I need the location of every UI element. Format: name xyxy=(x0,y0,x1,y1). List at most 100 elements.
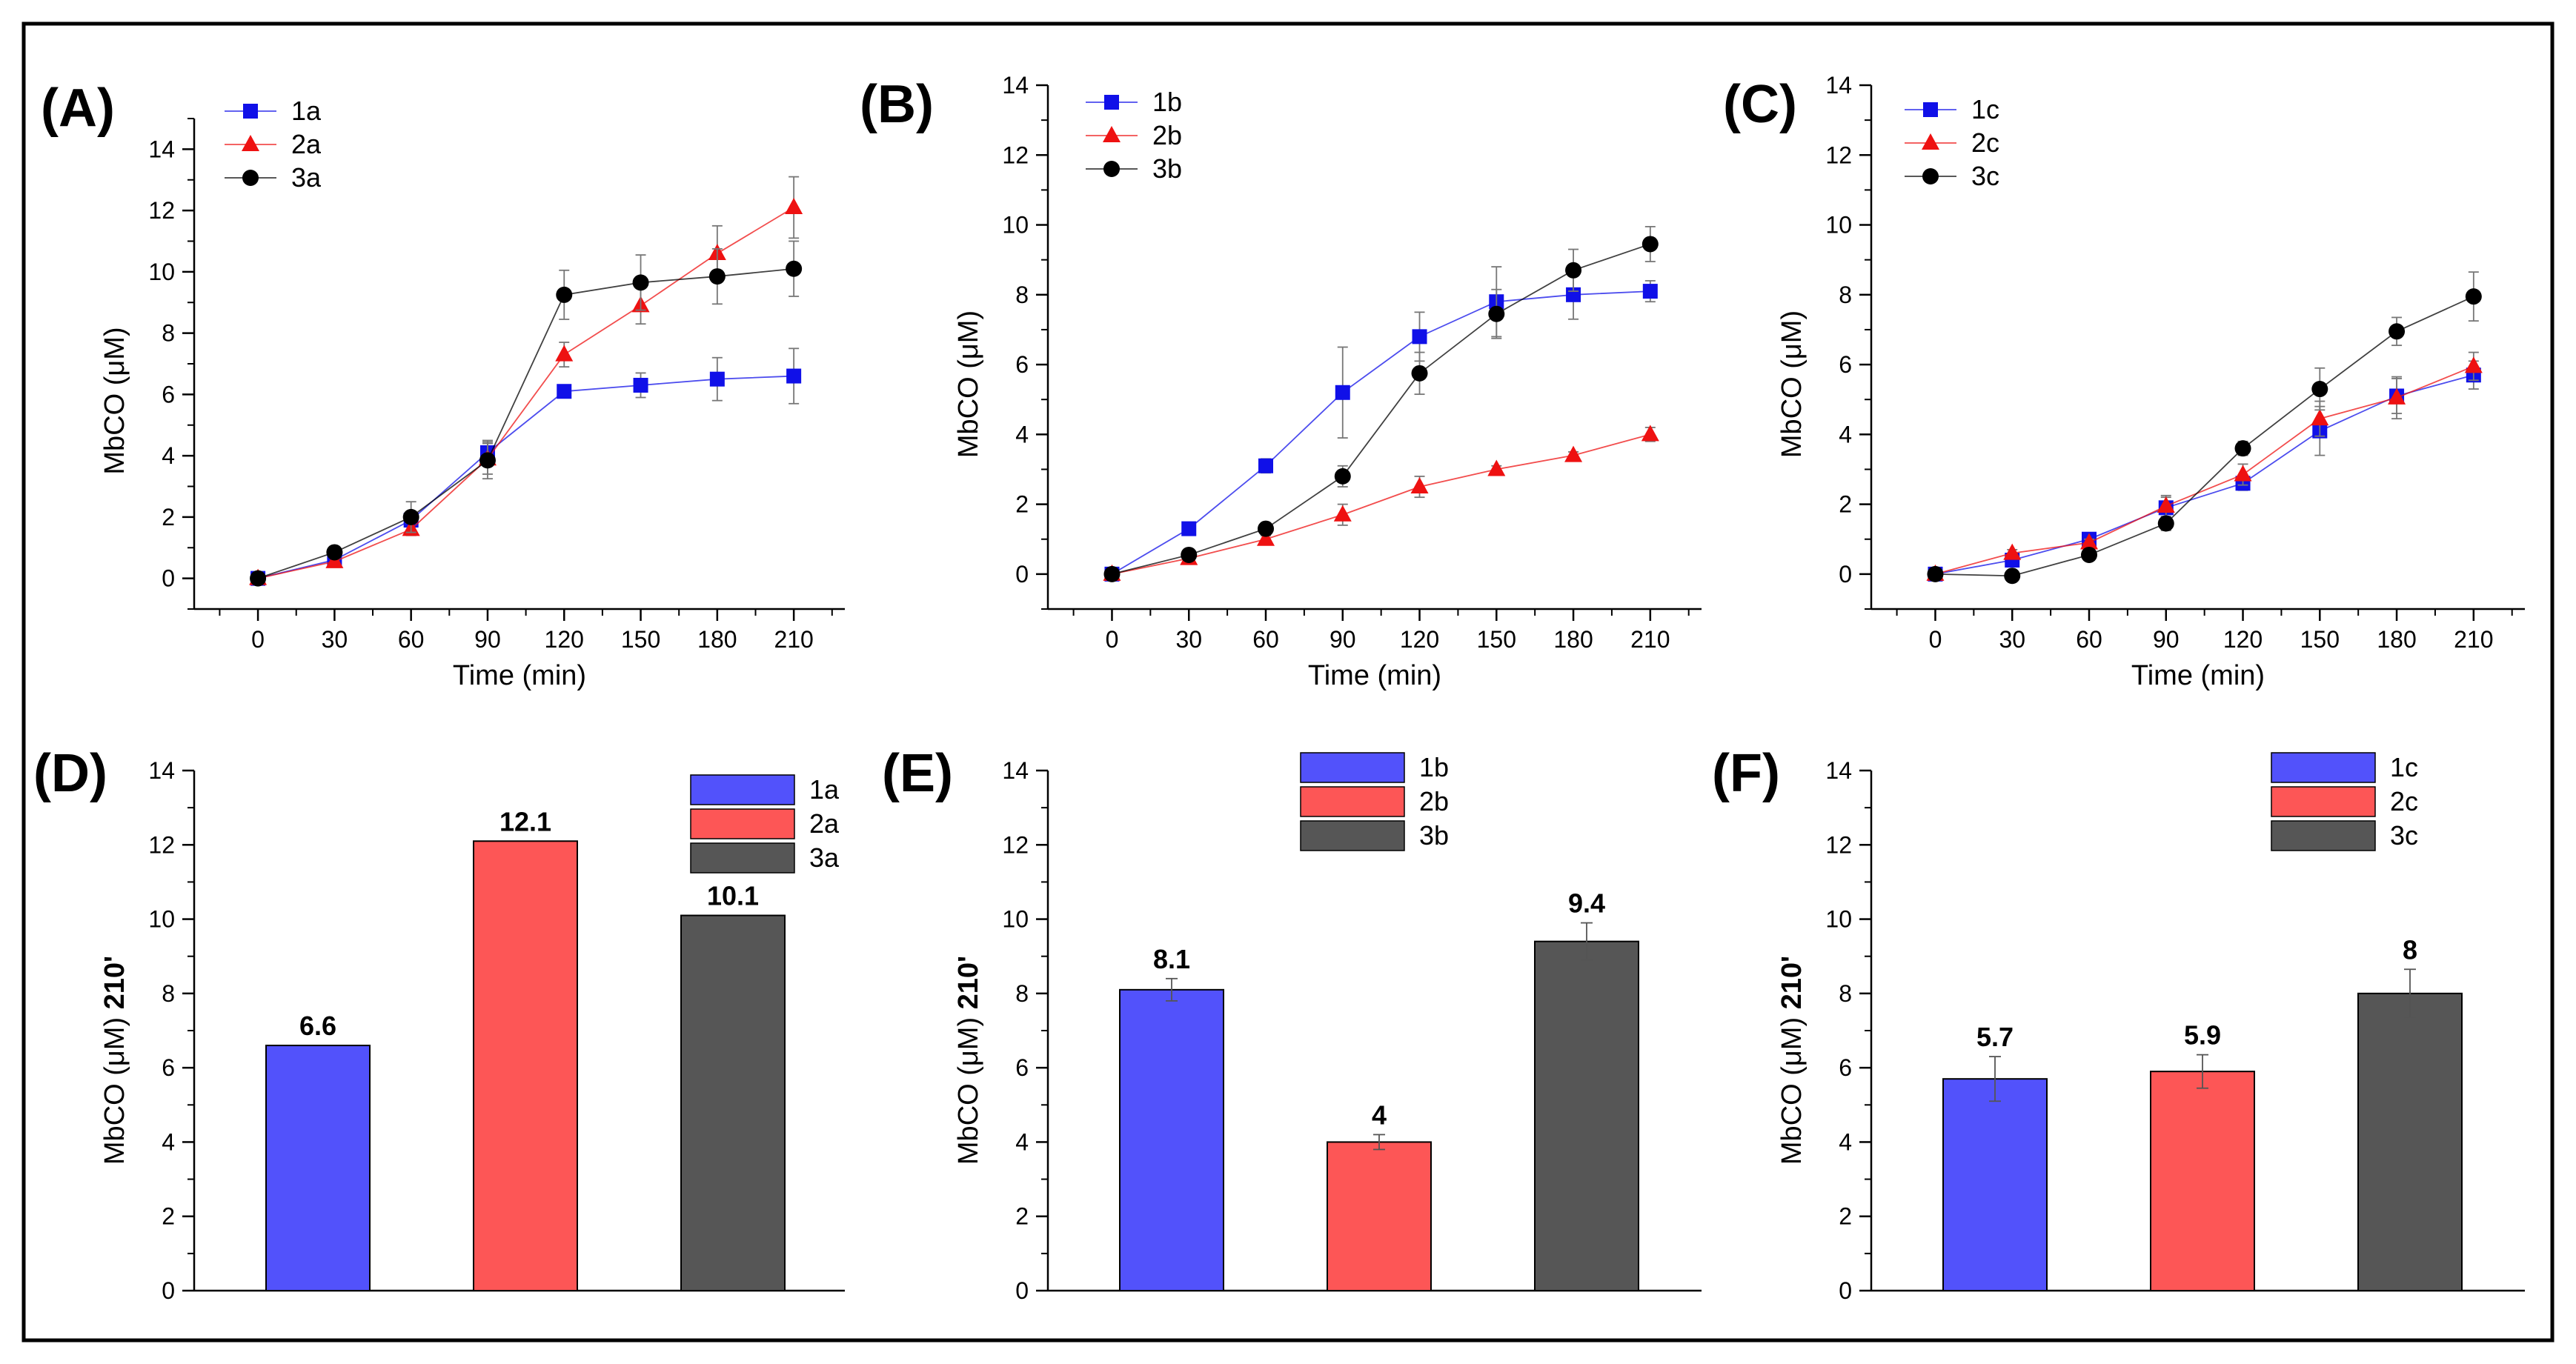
legend-label: 1b xyxy=(1419,752,1449,782)
marker-circle xyxy=(1411,365,1428,382)
marker-circle xyxy=(1927,565,1944,582)
legend-label: 3b xyxy=(1152,153,1182,184)
y-tick-label: 6 xyxy=(1015,351,1029,378)
x-tick-label: 90 xyxy=(1330,626,1356,653)
marker-circle xyxy=(479,452,496,469)
marker-circle xyxy=(632,274,649,291)
marker-triangle xyxy=(2003,543,2022,560)
marker-circle xyxy=(402,508,419,525)
marker-circle xyxy=(2081,546,2097,563)
y-axis-title-suffix: 210' xyxy=(1776,956,1807,1009)
series-line xyxy=(1935,365,2474,575)
marker-circle xyxy=(1641,236,1659,253)
legend-label: 1b xyxy=(1152,87,1182,117)
series-2b xyxy=(1103,425,1659,581)
marker-square xyxy=(1104,95,1119,110)
bar-value-label: 12.1 xyxy=(499,806,551,836)
y-tick-label: 2 xyxy=(162,1203,175,1230)
legend-swatch xyxy=(690,842,795,874)
bar-2b xyxy=(1327,1141,1432,1292)
marker-circle xyxy=(1181,546,1198,563)
legend-label: 1c xyxy=(2390,752,2418,782)
series-3a xyxy=(250,240,803,587)
y-tick-label: 0 xyxy=(1015,561,1029,588)
x-axis-title: Time (min) xyxy=(453,660,586,691)
y-tick-label: 4 xyxy=(1015,421,1029,448)
x-tick-label: 120 xyxy=(2223,626,2263,653)
x-axis-title: Time (min) xyxy=(2131,660,2265,691)
marker-circle xyxy=(2157,515,2174,532)
x-tick-label: 180 xyxy=(2377,626,2416,653)
marker-square xyxy=(243,104,258,119)
y-tick-label: 10 xyxy=(1825,906,1852,933)
legend-label: 2b xyxy=(1152,120,1182,150)
x-tick-label: 150 xyxy=(2300,626,2340,653)
marker-circle xyxy=(2389,323,2406,340)
bar-3c xyxy=(2357,992,2463,1292)
y-tick-label: 2 xyxy=(1839,1203,1852,1230)
marker-square xyxy=(1335,385,1350,400)
marker-triangle xyxy=(1103,126,1121,142)
y-tick-label: 2 xyxy=(1015,491,1029,518)
marker-square xyxy=(786,368,802,384)
legend-swatch xyxy=(2271,786,2376,817)
y-tick-label: 8 xyxy=(162,980,175,1007)
y-tick-label: 8 xyxy=(1015,980,1029,1007)
marker-triangle xyxy=(2080,533,2098,550)
marker-circle xyxy=(708,268,726,285)
marker-circle xyxy=(242,170,259,186)
y-tick-label: 8 xyxy=(1839,282,1852,308)
y-tick-label: 8 xyxy=(162,320,175,347)
x-tick-label: 210 xyxy=(774,626,813,653)
panel-letter: (F) xyxy=(1712,744,1780,803)
series-line xyxy=(1112,243,1651,575)
y-axis-title-suffix: 210' xyxy=(953,956,984,1009)
y-axis-title-suffix: 210' xyxy=(99,956,130,1009)
y-tick-label: 14 xyxy=(1002,757,1029,784)
y-tick-label: 10 xyxy=(1825,212,1852,239)
marker-triangle xyxy=(1564,445,1583,462)
bar-panel-f: (F) 0 2 4 6 8 10 12 14 MbCO (μM) 210' 5.7 5.9 8 1c 2c 3… xyxy=(1712,744,2525,1304)
marker-circle xyxy=(250,570,267,587)
y-tick-label: 12 xyxy=(1825,831,1852,858)
marker-square xyxy=(633,377,648,393)
y-tick-label: 2 xyxy=(1015,1203,1029,1230)
legend-swatch xyxy=(2271,752,2376,783)
marker-circle xyxy=(1922,168,1939,184)
y-tick-label: 10 xyxy=(1002,906,1029,933)
y-tick-label: 12 xyxy=(1002,142,1029,168)
bar-value-label: 5.7 xyxy=(1976,1022,2014,1052)
legend-label: 3c xyxy=(1971,161,1999,191)
y-axis-title-main: MbCO (μM) xyxy=(953,1009,984,1165)
marker-circle xyxy=(2234,440,2251,457)
bar-value-label: 10.1 xyxy=(707,881,759,911)
y-tick-label: 14 xyxy=(148,136,175,162)
x-tick-label: 120 xyxy=(1400,626,1439,653)
line-panel-a: (A) 0 2 4 6 8 10 12 14 0 30 60 90 120 150 180 210 Time (m… xyxy=(41,79,845,691)
series-line xyxy=(257,267,794,579)
marker-circle xyxy=(1334,468,1351,485)
x-tick-label: 150 xyxy=(621,626,660,653)
legend-label: 3a xyxy=(809,842,840,873)
y-tick-label: 12 xyxy=(148,197,175,224)
marker-triangle xyxy=(242,135,259,151)
x-tick-label: 210 xyxy=(1630,626,1670,653)
bar-1a xyxy=(265,1045,371,1291)
y-tick-label: 4 xyxy=(1015,1128,1029,1155)
bar-panel-d: (D) 0 2 4 6 8 10 12 14 MbCO (μM) 210' 6.6 12.1 10.1 1… xyxy=(33,744,845,1304)
legend-swatch xyxy=(1300,752,1405,783)
marker-circle xyxy=(1103,161,1120,177)
y-tick-label: 12 xyxy=(1825,142,1852,168)
y-tick-label: 6 xyxy=(162,381,175,407)
legend-swatch xyxy=(1300,786,1405,817)
series-line xyxy=(257,375,794,579)
marker-triangle xyxy=(555,345,574,362)
legend-label: 2a xyxy=(291,129,322,159)
